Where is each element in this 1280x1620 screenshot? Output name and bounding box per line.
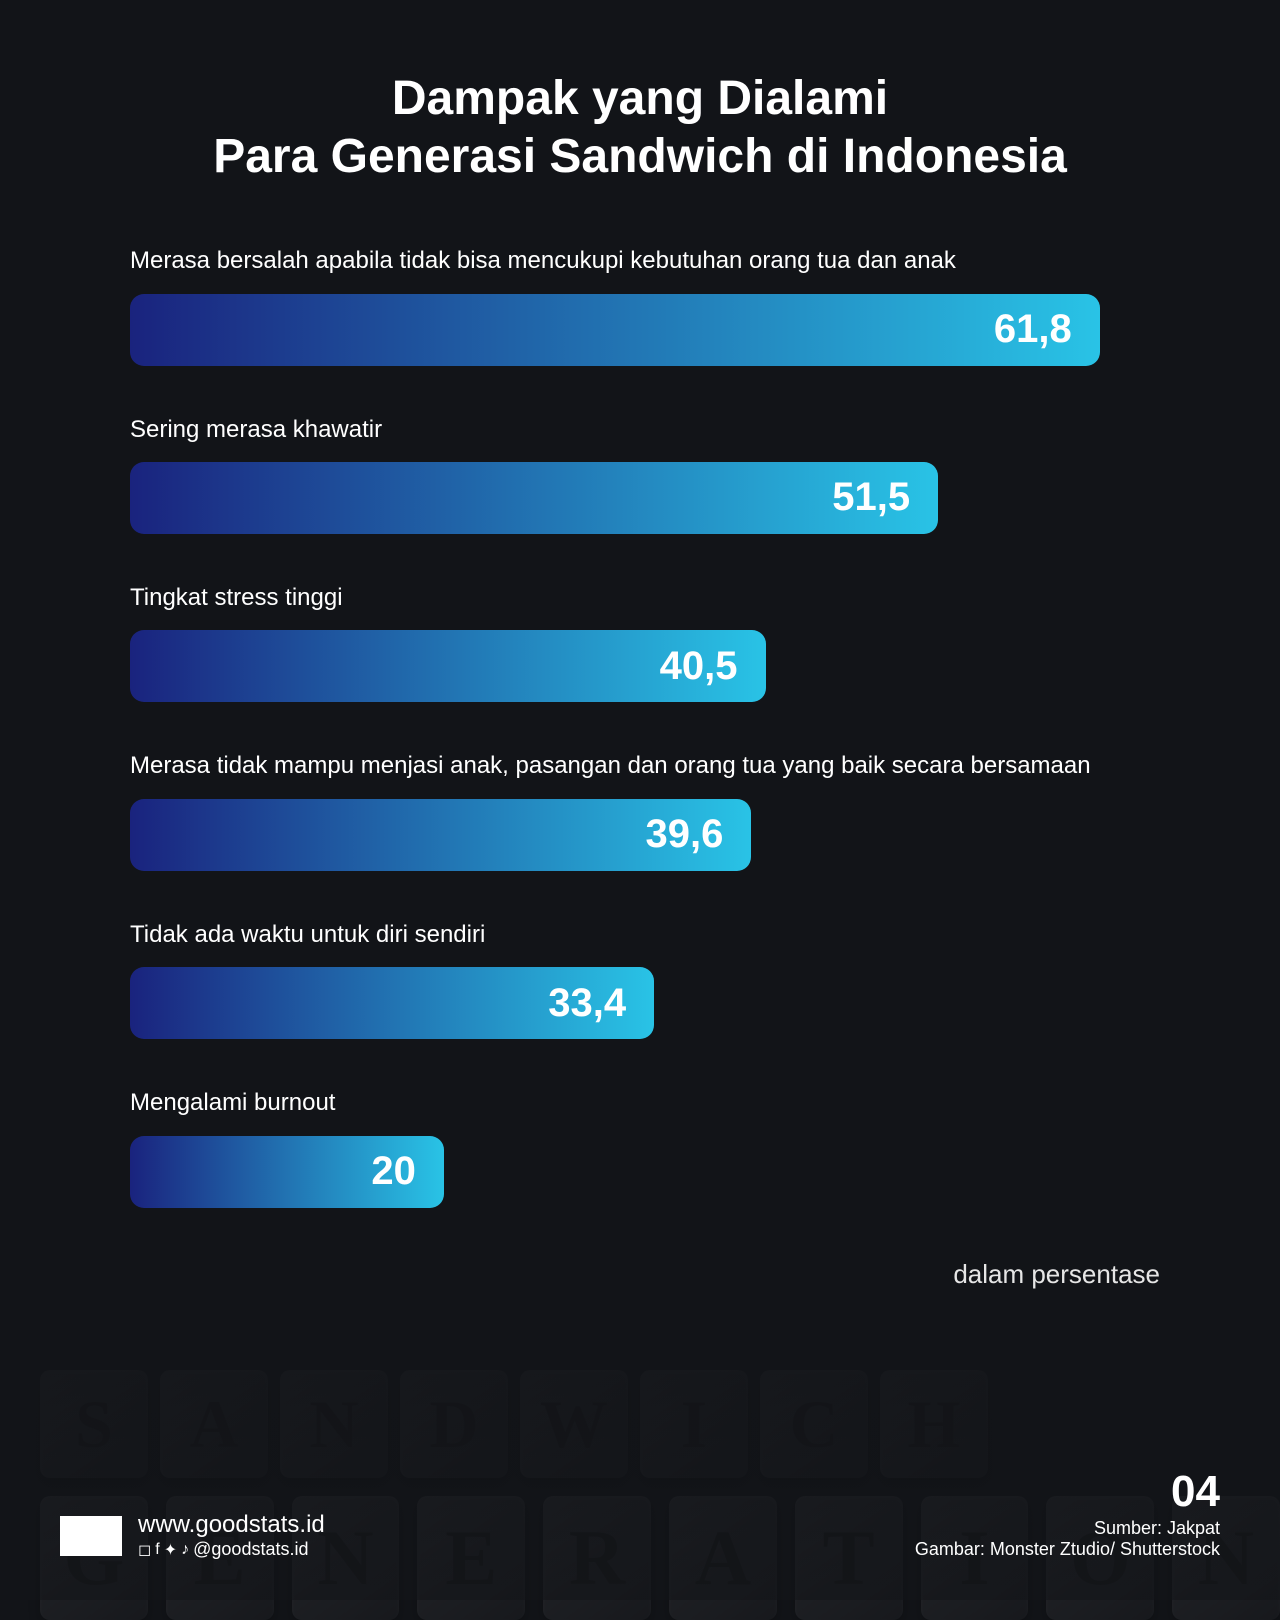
tile-row-sandwich: SANDWICH <box>0 1370 1280 1478</box>
bar-group: Sering merasa khawatir 51,5 <box>130 414 1150 534</box>
bar-group: Tingkat stress tinggi 40,5 <box>130 582 1150 702</box>
bar-value: 39,6 <box>646 812 724 857</box>
bar: 51,5 <box>130 462 938 534</box>
page-number: 04 <box>915 1470 1220 1514</box>
bg-tile: C <box>760 1370 868 1478</box>
bar-label: Tingkat stress tinggi <box>130 582 1110 614</box>
title-line-2: Para Generasi Sandwich di Indonesia <box>100 128 1180 186</box>
social-handle: ◻ f ✦ ♪ @goodstats.id <box>138 1539 325 1560</box>
bar-value: 61,8 <box>994 307 1072 352</box>
bar: 39,6 <box>130 799 751 871</box>
bar-label: Merasa tidak mampu menjasi anak, pasanga… <box>130 750 1110 782</box>
content-area: Dampak yang Dialami Para Generasi Sandwi… <box>0 0 1280 1208</box>
credits-block: 04 Sumber: Jakpat Gambar: Monster Ztudio… <box>915 1470 1220 1560</box>
bar-group: Mengalami burnout 20 <box>130 1087 1150 1207</box>
bar-value: 51,5 <box>832 475 910 520</box>
brand-logo <box>60 1516 122 1556</box>
page-title: Dampak yang Dialami Para Generasi Sandwi… <box>100 70 1180 185</box>
handle-text: @goodstats.id <box>193 1539 308 1560</box>
bar-label: Merasa bersalah apabila tidak bisa mencu… <box>130 245 1110 277</box>
title-line-1: Dampak yang Dialami <box>100 70 1180 128</box>
bg-tile: I <box>640 1370 748 1478</box>
bar-label: Sering merasa khawatir <box>130 414 1110 446</box>
bar-value: 40,5 <box>660 644 738 689</box>
bar: 61,8 <box>130 294 1100 366</box>
bar-value: 20 <box>371 1149 416 1194</box>
bg-tile: W <box>520 1370 628 1478</box>
bar-label: Tidak ada waktu untuk diri sendiri <box>130 919 1110 951</box>
bar-track: 61,8 <box>130 294 1150 366</box>
bg-tile: H <box>880 1370 988 1478</box>
bar-group: Tidak ada waktu untuk diri sendiri 33,4 <box>130 919 1150 1039</box>
source-text: Sumber: Jakpat <box>915 1518 1220 1539</box>
bar-group: Merasa bersalah apabila tidak bisa mencu… <box>130 245 1150 365</box>
brand-block: www.goodstats.id ◻ f ✦ ♪ @goodstats.id <box>60 1511 325 1560</box>
tiktok-icon: ♪ <box>181 1541 189 1559</box>
facebook-icon: f <box>155 1541 159 1559</box>
instagram-icon: ◻ <box>138 1540 151 1560</box>
bar-group: Merasa tidak mampu menjasi anak, pasanga… <box>130 750 1150 870</box>
bar-value: 33,4 <box>548 981 626 1026</box>
bg-tile: D <box>400 1370 508 1478</box>
site-url: www.goodstats.id <box>138 1511 325 1539</box>
bar-track: 51,5 <box>130 462 1150 534</box>
bar: 40,5 <box>130 630 766 702</box>
bar-track: 39,6 <box>130 799 1150 871</box>
image-credit: Gambar: Monster Ztudio/ Shutterstock <box>915 1539 1220 1560</box>
bar-track: 40,5 <box>130 630 1150 702</box>
bg-tile: N <box>280 1370 388 1478</box>
bar-label: Mengalami burnout <box>130 1087 1110 1119</box>
bar-track: 33,4 <box>130 967 1150 1039</box>
brand-text: www.goodstats.id ◻ f ✦ ♪ @goodstats.id <box>138 1511 325 1560</box>
bg-tile: S <box>40 1370 148 1478</box>
footer: www.goodstats.id ◻ f ✦ ♪ @goodstats.id 0… <box>0 1470 1280 1600</box>
bg-tile: A <box>160 1370 268 1478</box>
bar: 33,4 <box>130 967 654 1039</box>
bar-chart: Merasa bersalah apabila tidak bisa mencu… <box>130 245 1150 1207</box>
bar: 20 <box>130 1136 444 1208</box>
bar-track: 20 <box>130 1136 1150 1208</box>
chart-caption: dalam persentase <box>953 1259 1160 1290</box>
twitter-icon: ✦ <box>164 1540 177 1560</box>
